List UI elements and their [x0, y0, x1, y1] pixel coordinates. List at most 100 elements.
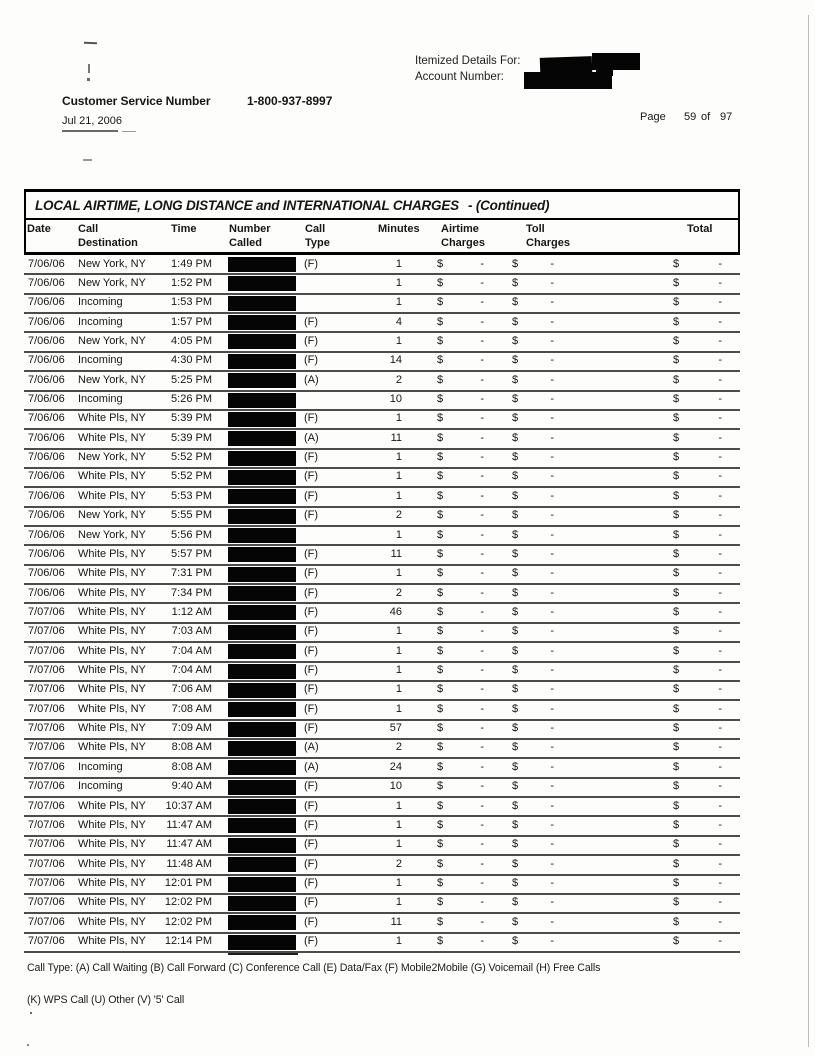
airtime-charge-value: - — [480, 567, 484, 580]
call-type: (F) — [304, 605, 319, 618]
toll-currency-symbol: $ — [512, 760, 519, 773]
call-type: (F) — [304, 915, 319, 928]
call-date: 7/07/06 — [28, 915, 65, 928]
toll-charge-value: - — [550, 780, 554, 793]
call-time: 5:56 PM — [171, 528, 212, 541]
total-charge-value: - — [718, 334, 722, 347]
airtime-currency-symbol: $ — [437, 935, 444, 948]
table-row: 7/07/06 White Pls, NY 11:48 AM (F) 2 $ -… — [24, 856, 740, 876]
total-charge-value: - — [718, 296, 722, 309]
account-number-label: Account Number: — [415, 71, 504, 83]
toll-currency-symbol: $ — [512, 547, 519, 560]
call-destination: White Pls, NY — [78, 470, 146, 483]
call-minutes: 1 — [395, 838, 402, 851]
col-header-destination: Call Destination — [78, 223, 138, 249]
call-minutes: 1 — [395, 470, 402, 483]
call-destination: New York, NY — [78, 276, 146, 289]
redacted-number-called — [228, 392, 296, 408]
toll-currency-symbol: $ — [512, 818, 519, 831]
call-destination: White Pls, NY — [78, 838, 146, 851]
call-time: 1:12 AM — [171, 605, 212, 618]
call-rows: 7/06/06 New York, NY 1:49 PM (F) 1 $ - $… — [24, 256, 740, 953]
call-date: 7/06/06 — [28, 393, 65, 406]
call-time: 12:14 PM — [164, 935, 212, 948]
airtime-currency-symbol: $ — [437, 857, 444, 870]
table-row: 7/07/06 White Pls, NY 7:03 AM (F) 1 $ - … — [24, 624, 740, 644]
airtime-charge-value: - — [480, 528, 484, 541]
airtime-charge-value: - — [480, 354, 484, 367]
call-date: 7/07/06 — [28, 644, 65, 657]
call-date: 7/06/06 — [28, 451, 65, 464]
toll-charge-value: - — [550, 567, 554, 580]
call-minutes: 11 — [390, 431, 402, 444]
call-date: 7/07/06 — [28, 818, 65, 831]
total-charge-value: - — [718, 354, 722, 367]
airtime-charge-value: - — [480, 741, 484, 754]
toll-currency-symbol: $ — [512, 489, 519, 502]
total-currency-symbol: $ — [673, 741, 680, 754]
toll-currency-symbol: $ — [512, 722, 519, 735]
toll-currency-symbol: $ — [512, 470, 519, 483]
table-row: 7/07/06 Incoming 9:40 AM (F) 10 $ - $ - … — [24, 779, 740, 799]
toll-currency-symbol: $ — [512, 334, 519, 347]
redacted-account-number — [524, 72, 612, 89]
call-minutes: 46 — [389, 605, 402, 618]
call-date: 7/06/06 — [28, 586, 65, 599]
airtime-currency-symbol: $ — [437, 315, 444, 328]
call-date: 7/06/06 — [28, 354, 65, 367]
table-row: 7/07/06 White Pls, NY 8:08 AM (A) 2 $ - … — [24, 740, 740, 760]
toll-currency-symbol: $ — [512, 857, 519, 870]
table-row: 7/06/06 New York, NY 1:52 PM 1 $ - $ - $… — [24, 275, 740, 295]
toll-currency-symbol: $ — [512, 567, 519, 580]
page-label: Page — [640, 111, 666, 123]
call-time: 8:08 AM — [171, 741, 212, 754]
call-destination: New York, NY — [78, 257, 146, 270]
redacted-number-called — [228, 469, 296, 485]
call-destination: Incoming — [78, 393, 123, 406]
airtime-charge-value: - — [480, 586, 484, 599]
call-time: 4:05 PM — [171, 334, 212, 347]
table-row: 7/06/06 White Pls, NY 7:34 PM (F) 2 $ - … — [24, 585, 740, 605]
airtime-charge-value: - — [480, 683, 484, 696]
airtime-charge-value: - — [480, 605, 484, 618]
total-charge-value: - — [718, 276, 722, 289]
scan-artifact — [87, 78, 90, 81]
call-type: (F) — [304, 489, 319, 502]
call-time: 5:39 PM — [171, 412, 212, 425]
call-minutes: 1 — [395, 625, 402, 638]
call-time: 11:47 AM — [166, 838, 212, 851]
call-type: (F) — [304, 470, 319, 483]
table-row: 7/07/06 White Pls, NY 7:04 AM (F) 1 $ - … — [24, 643, 740, 663]
toll-currency-symbol: $ — [512, 625, 519, 638]
total-charge-value: - — [718, 664, 722, 677]
call-destination: Incoming — [78, 760, 123, 773]
table-row: 7/06/06 New York, NY 4:05 PM (F) 1 $ - $… — [24, 333, 740, 353]
call-date: 7/07/06 — [28, 683, 65, 696]
call-time: 5:57 PM — [171, 547, 212, 560]
call-time: 8:08 AM — [171, 760, 212, 773]
table-row: 7/07/06 White Pls, NY 11:47 AM (F) 1 $ -… — [24, 817, 740, 837]
call-type: (F) — [304, 799, 319, 812]
call-time: 5:52 PM — [171, 451, 212, 464]
call-time: 11:48 AM — [166, 857, 212, 870]
call-time: 7:08 AM — [171, 702, 212, 715]
total-currency-symbol: $ — [673, 605, 680, 618]
scan-artifact — [83, 41, 98, 45]
customer-service-label: Customer Service Number — [62, 94, 211, 108]
page-edge-line — [808, 15, 809, 1047]
toll-currency-symbol: $ — [512, 644, 519, 657]
total-currency-symbol: $ — [673, 722, 680, 735]
total-currency-symbol: $ — [673, 818, 680, 831]
table-row: 7/06/06 New York, NY 5:56 PM 1 $ - $ - $… — [24, 527, 740, 547]
airtime-currency-symbol: $ — [437, 567, 444, 580]
airtime-currency-symbol: $ — [437, 393, 444, 406]
call-minutes: 1 — [395, 451, 402, 464]
call-time: 5:25 PM — [171, 373, 212, 386]
toll-charge-value: - — [550, 412, 554, 425]
col-header-toll-charges: Toll Charges — [526, 223, 571, 249]
total-currency-symbol: $ — [673, 915, 680, 928]
total-currency-symbol: $ — [673, 625, 680, 638]
call-destination: White Pls, NY — [78, 702, 146, 715]
call-time: 7:34 PM — [171, 586, 212, 599]
call-time: 5:26 PM — [171, 393, 212, 406]
